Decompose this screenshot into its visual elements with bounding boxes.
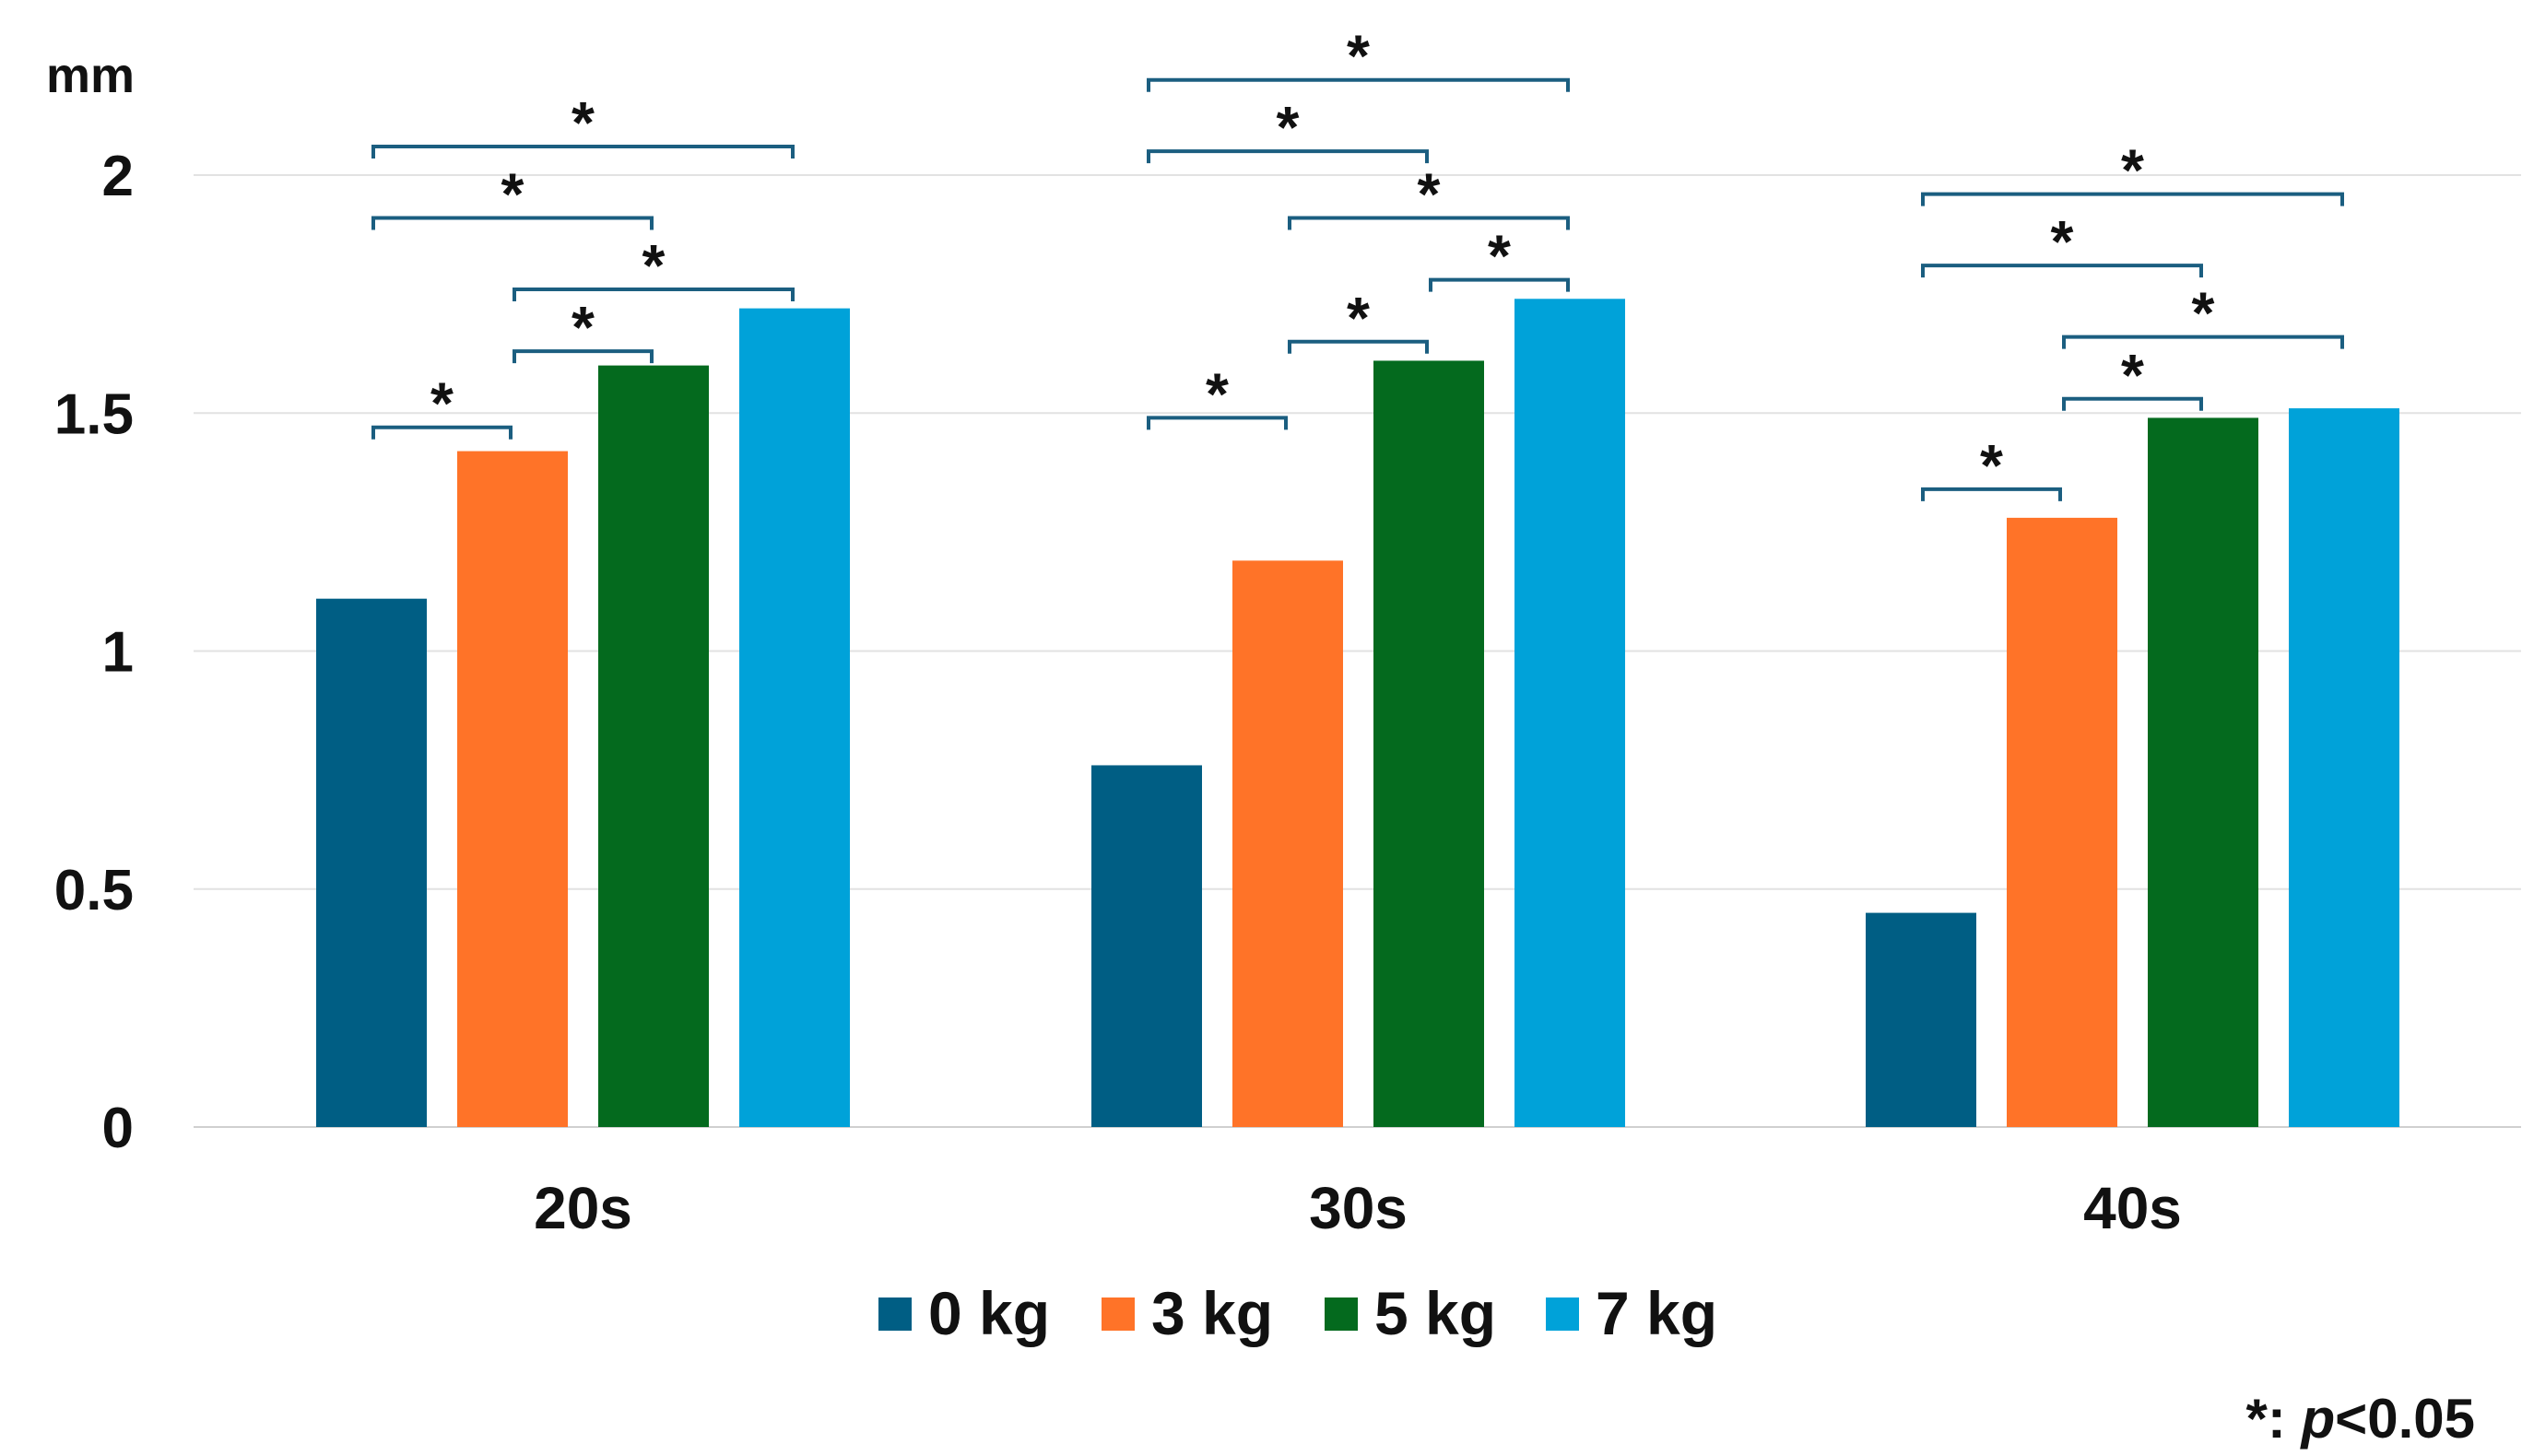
bar <box>739 308 850 1127</box>
bar <box>2289 408 2399 1128</box>
bar <box>1514 299 1625 1127</box>
significance-star: * <box>2121 342 2144 408</box>
significance-bracket <box>513 349 654 364</box>
footnote-p-symbol: p <box>2300 1388 2336 1450</box>
significance-star: * <box>2121 137 2144 204</box>
axis-labels: mm 0 0.5 1 1.5 2 20s 30s 40s <box>46 48 2182 1241</box>
significance-star: * <box>572 294 595 360</box>
legend-swatch <box>1102 1297 1135 1331</box>
significance-bracket <box>371 425 513 440</box>
significance-bracket <box>2062 396 2203 411</box>
significance-bracket <box>1921 264 2203 278</box>
bar <box>598 365 709 1128</box>
significance-bracket <box>1921 487 2062 501</box>
y-tick-label: 1 <box>102 621 134 685</box>
significance-bracket <box>371 216 654 230</box>
significance-star: * <box>1418 160 1441 227</box>
footnote-threshold: <0.05 <box>2335 1388 2475 1450</box>
significance-bracket <box>1147 77 1570 92</box>
significance-bracket <box>1429 277 1570 292</box>
bar <box>457 451 568 1127</box>
legend-label: 3 kg <box>1151 1279 1273 1347</box>
significance-star: * <box>501 160 524 227</box>
footnote-marker: *: <box>2246 1388 2302 1450</box>
significance-star: * <box>1488 223 1511 289</box>
significance-bracket <box>513 287 795 301</box>
bars <box>316 299 2399 1128</box>
significance-star: * <box>2192 280 2215 346</box>
bar <box>1091 765 1202 1127</box>
legend-swatch <box>1546 1297 1579 1331</box>
y-tick-label: 2 <box>102 145 134 208</box>
significance-bracket <box>2062 335 2344 349</box>
significance-bracket <box>1288 339 1429 354</box>
bar <box>1232 560 1343 1127</box>
footnote: *: p<0.05 <box>2246 1388 2475 1450</box>
bar <box>2007 517 2117 1127</box>
significance-star: * <box>1347 23 1370 89</box>
legend-swatch <box>878 1297 912 1331</box>
y-tick-label: 0 <box>102 1097 134 1160</box>
x-tick-label: 30s <box>1309 1175 1408 1241</box>
significance-bracket <box>371 145 795 159</box>
significance-bracket <box>1147 149 1429 164</box>
bar <box>1866 912 1976 1127</box>
significance-star: * <box>1277 94 1300 160</box>
bar <box>316 598 427 1127</box>
legend-swatch <box>1325 1297 1358 1331</box>
legend: 0 kg 3 kg 5 kg 7 kg <box>878 1279 1717 1347</box>
significance-star: * <box>642 232 666 299</box>
significance-star: * <box>1347 285 1370 351</box>
legend-label: 5 kg <box>1374 1279 1496 1347</box>
x-tick-label: 40s <box>2083 1175 2182 1241</box>
legend-label: 7 kg <box>1596 1279 1717 1347</box>
y-unit-label: mm <box>46 48 135 103</box>
significance-star: * <box>430 370 454 437</box>
bar <box>2148 417 2258 1127</box>
significance-bracket <box>1288 216 1570 230</box>
y-tick-label: 1.5 <box>54 382 134 446</box>
significance-bracket <box>1147 416 1288 430</box>
legend-label: 0 kg <box>928 1279 1050 1347</box>
significance-star: * <box>2051 208 2074 275</box>
significance-star: * <box>572 89 595 156</box>
y-tick-label: 0.5 <box>54 859 134 922</box>
x-tick-label: 20s <box>534 1175 632 1241</box>
gridlines <box>194 174 2521 1128</box>
significance-bracket <box>1921 192 2344 206</box>
significance-star: * <box>1980 432 2003 499</box>
significance-brackets: * * * * * * * * * * * * * * * * <box>371 23 2344 501</box>
bar <box>1373 360 1484 1127</box>
significance-star: * <box>1206 360 1229 427</box>
